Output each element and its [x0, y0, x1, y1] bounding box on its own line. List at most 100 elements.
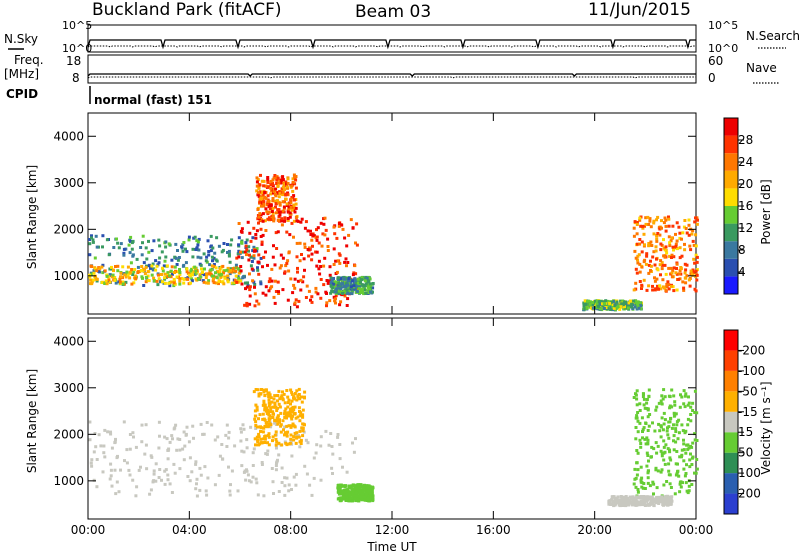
data-cell: [636, 490, 640, 494]
data-cell: [256, 178, 260, 182]
data-cell: [97, 433, 101, 437]
nsearch-label: N.Search: [746, 29, 800, 43]
data-cell: [267, 419, 271, 423]
data-cell: [640, 416, 644, 420]
data-cell: [230, 281, 234, 285]
data-cell: [259, 392, 263, 396]
data-cell: [345, 288, 349, 292]
data-cell: [266, 199, 270, 203]
data-cell: [354, 499, 358, 503]
data-cell: [195, 246, 199, 250]
data-cell: [640, 503, 644, 507]
data-cell: [636, 419, 640, 423]
data-cell: [683, 248, 687, 252]
data-cell: [186, 277, 190, 281]
data-cell: [677, 431, 681, 435]
velocity-ylabel: Slant Range [km]: [25, 369, 39, 473]
data-cell: [630, 503, 634, 507]
data-cell: [662, 286, 666, 290]
colorbar-segment: [724, 370, 738, 392]
data-cell: [673, 403, 677, 407]
data-cell: [209, 268, 213, 272]
data-cell: [689, 419, 693, 423]
data-cell: [273, 405, 277, 409]
data-cell: [194, 267, 197, 271]
data-cell: [653, 276, 656, 280]
data-cell: [341, 465, 344, 469]
data-cell: [687, 233, 691, 237]
data-cell: [240, 282, 244, 286]
data-cell: [207, 250, 211, 253]
data-cell: [619, 299, 623, 303]
data-cell: [286, 218, 290, 222]
data-cell: [354, 487, 358, 491]
data-cell: [337, 224, 341, 228]
data-cell: [239, 279, 242, 283]
data-cell: [642, 495, 646, 498]
data-cell: [252, 447, 256, 451]
data-cell: [353, 484, 357, 488]
data-cell: [647, 469, 650, 473]
data-cell: [141, 276, 144, 280]
data-cell: [260, 240, 264, 244]
data-cell: [136, 265, 140, 269]
data-cell: [689, 452, 692, 456]
data-cell: [191, 247, 195, 251]
data-cell: [251, 249, 255, 253]
data-cell: [660, 468, 664, 472]
data-cell: [283, 425, 287, 429]
data-cell: [122, 251, 126, 255]
data-cell: [131, 478, 135, 482]
data-cell: [110, 275, 114, 279]
data-cell: [616, 495, 620, 499]
data-cell: [310, 300, 314, 304]
data-cell: [197, 248, 201, 252]
data-cell: [291, 423, 295, 427]
data-cell: [147, 250, 151, 254]
data-cell: [147, 279, 151, 283]
data-cell: [638, 242, 642, 246]
data-cell: [222, 271, 225, 275]
data-cell: [106, 280, 110, 283]
velocity-x-axis: 00:00 04:00 08:00 12:00 16:00 20:00 00:00: [71, 318, 713, 537]
data-cell: [173, 271, 176, 274]
data-cell: [235, 266, 239, 270]
data-cell: [636, 468, 640, 472]
colorbar-tick-label: 50: [738, 446, 753, 460]
data-cell: [300, 217, 304, 221]
data-cell: [371, 290, 374, 294]
data-cell: [173, 471, 177, 475]
data-cell: [683, 405, 687, 409]
data-cell: [695, 467, 699, 471]
data-cell: [130, 247, 134, 251]
data-cell: [268, 277, 272, 281]
data-cell: [248, 272, 251, 276]
data-cell: [283, 493, 287, 497]
data-cell: [664, 494, 668, 498]
data-cell: [190, 277, 194, 281]
data-cell: [181, 249, 185, 253]
data-cell: [609, 502, 613, 506]
data-cell: [339, 300, 343, 304]
data-cell: [356, 483, 360, 487]
colorbar-tick-label: -200: [738, 343, 765, 357]
data-cell: [644, 262, 648, 266]
data-cell: [269, 179, 273, 183]
data-cell: [257, 394, 261, 398]
data-cell: [657, 287, 660, 291]
data-cell: [266, 176, 270, 179]
data-cell: [267, 391, 271, 395]
data-cell: [250, 267, 254, 271]
data-cell: [272, 397, 276, 401]
data-cell: [253, 417, 257, 421]
data-cell: [110, 446, 114, 450]
data-cell: [303, 226, 307, 230]
data-cell: [256, 493, 260, 497]
data-cell: [102, 444, 106, 448]
data-cell: [342, 275, 346, 279]
data-cell: [652, 219, 656, 223]
data-cell: [319, 296, 323, 300]
data-cell: [661, 397, 665, 401]
data-cell: [271, 187, 275, 191]
data-cell: [342, 277, 346, 281]
